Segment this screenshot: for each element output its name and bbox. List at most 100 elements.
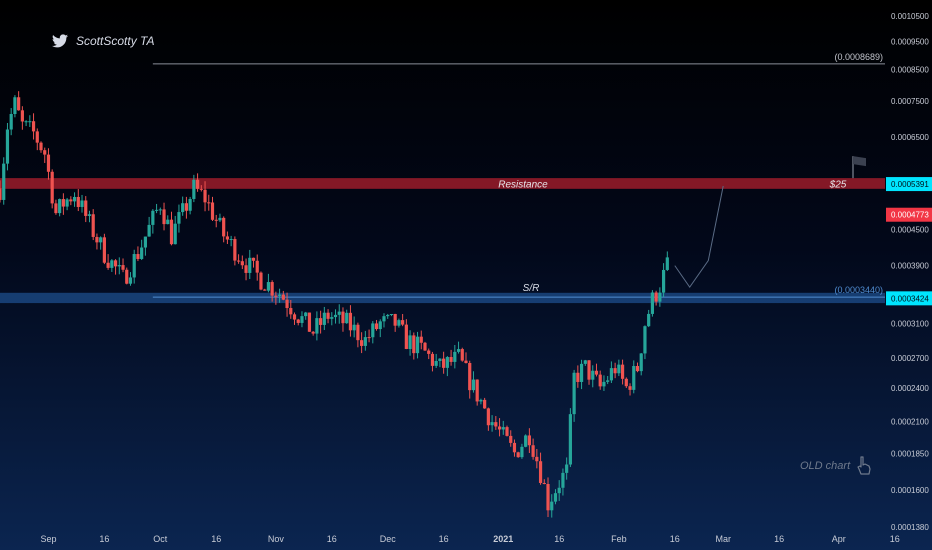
candle-body [5,129,10,164]
price-badge-label: 0.0004773 [891,211,929,220]
candle-body [222,217,226,237]
candle-body [20,110,24,122]
candle-body [546,483,550,511]
candle-body [609,368,613,381]
author-name: ScottScotty TA [76,34,155,48]
candle-body [617,364,621,374]
candle-body [594,370,599,375]
sr-zone [0,292,885,304]
candle-body [255,260,259,273]
candle-body [471,379,476,391]
candle-body [382,316,386,322]
candle-body [65,199,69,207]
candle-body [449,357,453,362]
candle-body [311,331,315,334]
candle-body [397,320,401,326]
x-tick-label: Sep [40,534,56,544]
flag-icon [853,156,866,167]
candle-body [587,360,591,380]
candle-body [285,299,289,309]
candle-body [319,318,323,325]
candle-body [527,435,531,446]
x-tick-label: 16 [211,534,221,544]
candle-body [464,360,468,363]
y-tick-label: 0.0006500 [891,133,929,142]
candle-body [117,265,121,267]
candle-body [136,254,140,259]
candle-body [591,370,595,380]
candle-body [244,265,248,273]
price-badge-label: 0.0005391 [891,180,929,189]
candle-body [43,150,47,155]
twitter-bird-icon [52,34,68,48]
candle-body [479,399,483,402]
candle-body [486,408,490,426]
candle-body [307,312,312,332]
candle-body [624,378,628,387]
candle-body [389,314,394,316]
candle-body [147,224,151,237]
y-tick-label: 0.0004500 [891,226,929,235]
candle-body [565,464,569,473]
old-chart-note: OLD chart [800,456,872,476]
candle-body [192,179,196,199]
candle-body [251,257,256,261]
resistance-label: Resistance [498,179,548,190]
candle-body [468,362,472,391]
candle-body [207,202,211,204]
y-tick-label: 0.0010500 [891,12,929,21]
x-tick-label: Dec [380,534,397,544]
candle-body [28,121,32,123]
candle-body [613,368,617,374]
candle-body [322,312,326,325]
candle-body [494,422,498,427]
candle-body [58,199,62,214]
candle-body [661,269,666,293]
level-label: (0.0003440) [834,285,883,295]
x-tick-label: 16 [890,534,900,544]
candle-body [632,366,636,390]
candle-body [427,350,431,354]
candle-body [423,342,427,351]
candle-body [658,292,662,302]
candle-body [568,414,572,465]
x-tick-label: 16 [327,534,337,544]
candle-body [401,320,405,325]
candle-body [50,171,54,204]
candle-body [550,501,554,511]
candle-body [572,372,576,415]
pointing-hand-icon [857,456,871,475]
candle-body [453,351,457,362]
candle-body [203,189,207,203]
candle-body [113,260,118,267]
candle-body [345,312,349,324]
y-tick-label: 0.0001380 [891,523,929,532]
candle-body [95,236,99,243]
candle-body [24,121,28,123]
candle-body [348,312,353,331]
price-badge [886,291,932,306]
candle-body [430,353,435,366]
candle-body [87,214,92,216]
candle-body [0,188,2,200]
candle-body [173,223,177,245]
candle-body [214,219,218,221]
candle-body [438,358,442,361]
candle-body [46,154,51,172]
candle-body [259,272,263,290]
level-label: (0.0008689) [834,52,883,62]
x-tick-label: 16 [439,534,449,544]
candle-body [218,217,222,221]
candle-body [378,321,382,330]
y-tick-label: 0.0003900 [891,262,929,271]
y-tick-label: 0.0002400 [891,384,929,393]
candle-body [333,314,338,318]
candle-body [583,360,587,364]
candle-body [199,188,203,190]
candle-body [363,337,367,346]
candle-body [225,236,230,240]
candle-body [162,209,166,225]
candle-body [181,203,185,213]
